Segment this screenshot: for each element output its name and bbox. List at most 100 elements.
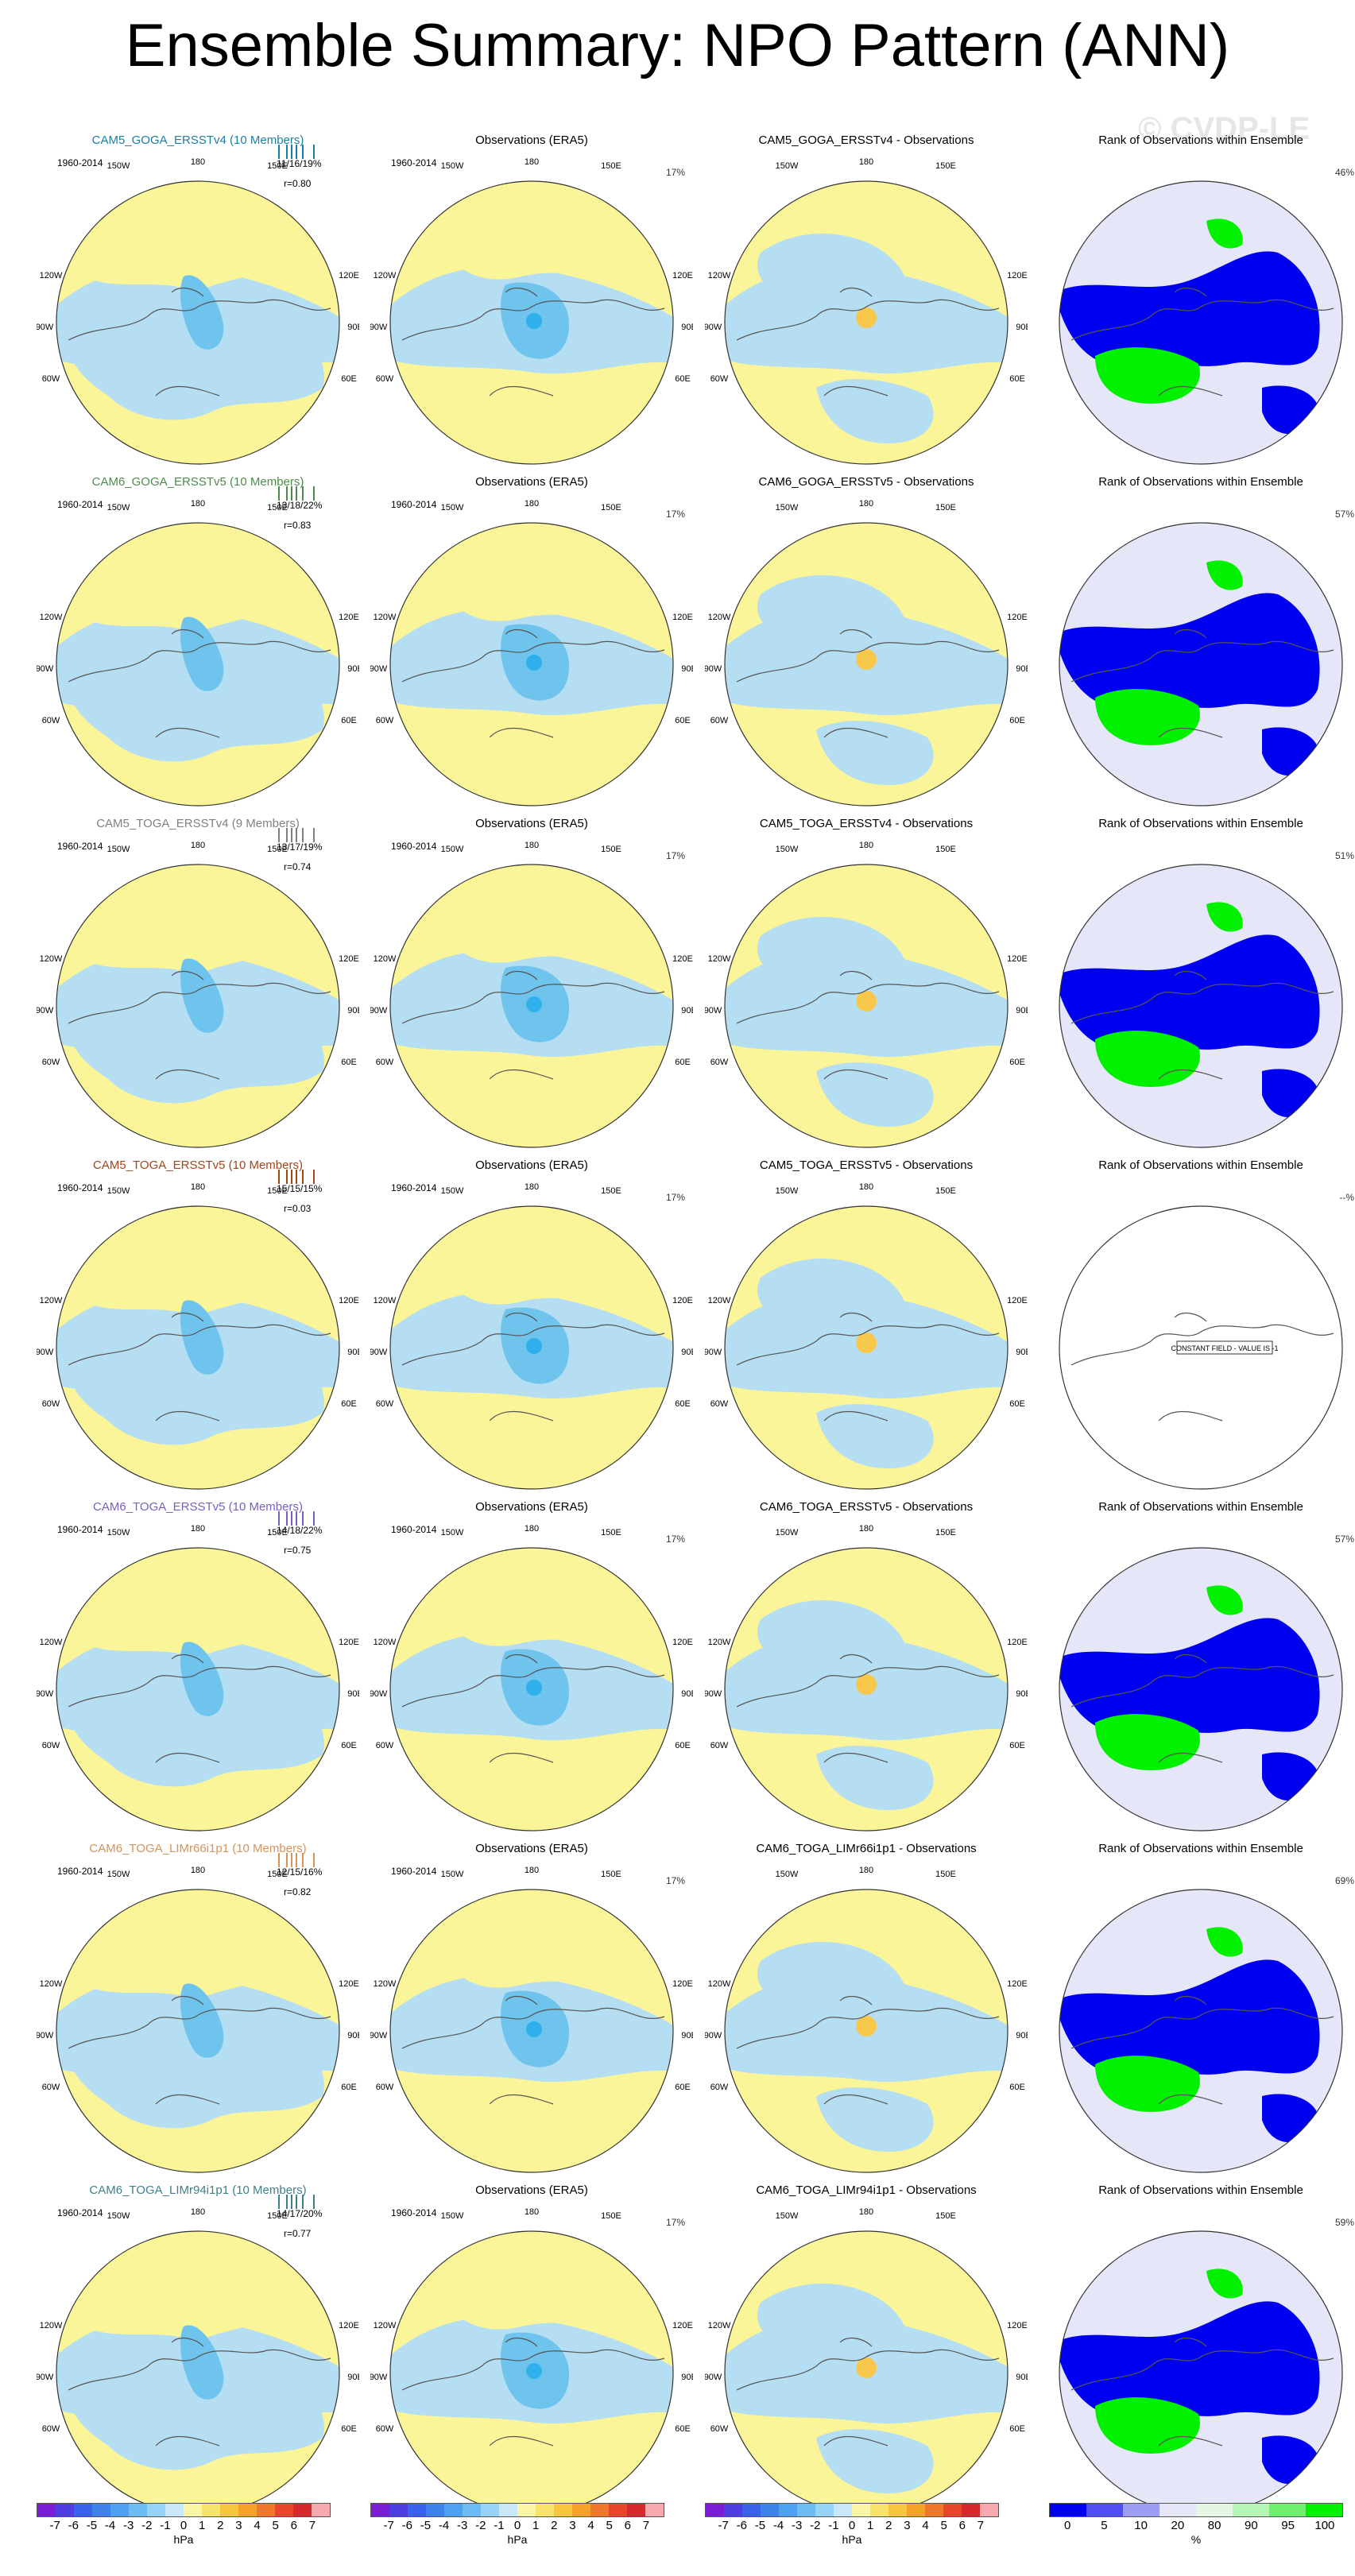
longitude-label: 60W (42, 1399, 60, 1409)
rank-panel: Rank of Observations within Ensemble 51% (1039, 817, 1355, 1151)
coastline (401, 629, 665, 738)
longitude-label: 90E (681, 2031, 693, 2040)
years-label: 1960-2014 (391, 1524, 437, 1535)
longitude-label: 60E (1009, 1741, 1025, 1750)
longitude-label: 90W (705, 1689, 722, 1699)
colorbar-label: 0 (513, 2519, 521, 2532)
longitude-label: 180 (191, 157, 205, 167)
anomaly-region (442, 2263, 626, 2330)
longitude-label: 120W (40, 613, 63, 622)
coastline (1070, 1995, 1334, 2105)
longitude-label: 90W (705, 1348, 722, 1357)
longitude-label: 90W (37, 1006, 54, 1015)
colorbar-cell (572, 2504, 590, 2516)
longitude-label: 120W (40, 271, 63, 280)
longitude-label: 60E (1009, 1058, 1025, 1067)
map-border (1059, 1889, 1343, 2173)
anomaly-region (816, 2429, 934, 2493)
ens-map: 180150W150E120W120E90W90E60W60E30W30E0 (37, 1866, 359, 2173)
anomaly-region (1095, 347, 1200, 404)
colorbar-cell (110, 2504, 129, 2516)
colorbar-label: 80 (1207, 2519, 1221, 2532)
longitude-label: 90E (347, 664, 359, 674)
colorbar-cell (852, 2504, 870, 2516)
correlation: r=0.77 (284, 2228, 312, 2239)
colorbar-cells (705, 2503, 999, 2517)
longitude-label: 180 (859, 1182, 873, 1192)
colorbar-label: 4 (254, 2519, 261, 2532)
longitude-label: 60E (1009, 2083, 1025, 2092)
panel-title: Rank of Observations within Ensemble (1098, 475, 1303, 489)
colorbar-hpa-3: -7 -6 -5 -4 -3 -2 -1 0 1 2 3 4 5 6 7 hPa (705, 2503, 999, 2546)
longitude-label: 60W (710, 374, 729, 384)
panel-title: CAM5_TOGA_ERSSTv5 (10 Members) (93, 1158, 303, 1172)
anomaly-region (526, 2021, 542, 2037)
colorbar-cell (888, 2504, 907, 2516)
percent-variance: 17% (665, 509, 685, 520)
anomaly-region (1206, 1585, 1243, 1615)
colorbar-label: -4 (104, 2519, 116, 2532)
obs-panel: Observations (ERA5) 1960-2014 17% 180 150W 15… (370, 1500, 693, 1834)
diff-panel: CAM5_GOGA_ERSSTv4 - Observations 180 150W 1… (705, 133, 1028, 467)
longitude-label: 120W (374, 954, 397, 964)
colorbar-cell (184, 2504, 202, 2516)
longitude-label: 90W (370, 1006, 388, 1015)
colorbar-label: -6 (401, 2519, 412, 2532)
colorbar-label: 10 (1134, 2519, 1148, 2532)
panel-title: Rank of Observations within Ensemble (1098, 1500, 1303, 1514)
longitude-label: 120W (708, 613, 731, 622)
colorbar-cell (943, 2504, 962, 2516)
anomaly-region (1095, 1714, 1200, 1770)
map-border (389, 1547, 674, 1831)
coastline (401, 1312, 665, 1421)
colorbar-label: 3 (904, 2519, 911, 2532)
longitude-label: 120W (374, 1979, 397, 1989)
coastline (401, 1654, 665, 1763)
diff-panel: CAM5_TOGA_ERSSTv5 - Observations 180 150W 1… (705, 1158, 1028, 1492)
longitude-label: 60E (1009, 374, 1025, 384)
panel-title: CAM6_TOGA_ERSSTv5 - Observations (759, 1500, 974, 1514)
colorbar-label: -6 (68, 2519, 79, 2532)
longitude-label: 90E (681, 664, 693, 674)
longitude-label: 120E (672, 613, 693, 622)
panel-title: CAM5_GOGA_ERSSTv4 - Observations (758, 133, 974, 147)
coastline (1070, 629, 1334, 738)
colorbar-cells (1049, 2503, 1343, 2517)
member-ticks (275, 1511, 331, 1526)
colorbar-label: 0 (848, 2519, 856, 2532)
map-border (389, 522, 674, 806)
longitude-label: 180 (191, 841, 205, 850)
member-ticks (275, 1853, 331, 1867)
coastline (736, 1995, 1000, 2105)
longitude-label: 90W (37, 323, 54, 332)
longitude-label: 120E (672, 1296, 693, 1305)
longitude-label: 120W (708, 1638, 731, 1647)
anomaly-region (433, 1411, 602, 1476)
longitude-label: 150W (776, 2211, 799, 2221)
anomaly-region (1095, 2397, 1200, 2454)
longitude-label: 180 (859, 499, 873, 509)
anomaly-region (757, 2284, 908, 2358)
colorbar-cell (444, 2504, 463, 2516)
anomaly-region (856, 307, 877, 328)
colorbar-label: -7 (49, 2519, 60, 2532)
anomaly-region (442, 896, 626, 963)
rank-map: CONSTANT FIELD - VALUE IS -1 (1059, 1205, 1343, 1490)
years-label: 1960-2014 (57, 157, 103, 168)
correlation: r=0.03 (284, 1203, 312, 1214)
colorbar-cell (275, 2504, 293, 2516)
anomaly-region (442, 1238, 626, 1305)
member-ticks (275, 486, 331, 501)
page-title: Ensemble Summary: NPO Pattern (ANN) (125, 12, 1230, 79)
percent-variance: 51% (1334, 850, 1354, 861)
anomaly-region (433, 728, 602, 792)
colorbar-cell (463, 2504, 481, 2516)
longitude-label: 60W (42, 2083, 60, 2092)
colorbar-cell (779, 2504, 797, 2516)
anomaly-region (856, 1332, 877, 1353)
anomaly-region (526, 655, 542, 671)
colorbar-label: -1 (494, 2519, 505, 2532)
longitude-label: 60E (675, 374, 691, 384)
colorbar-unit: hPa (507, 2533, 528, 2546)
colorbar-cell (870, 2504, 888, 2516)
